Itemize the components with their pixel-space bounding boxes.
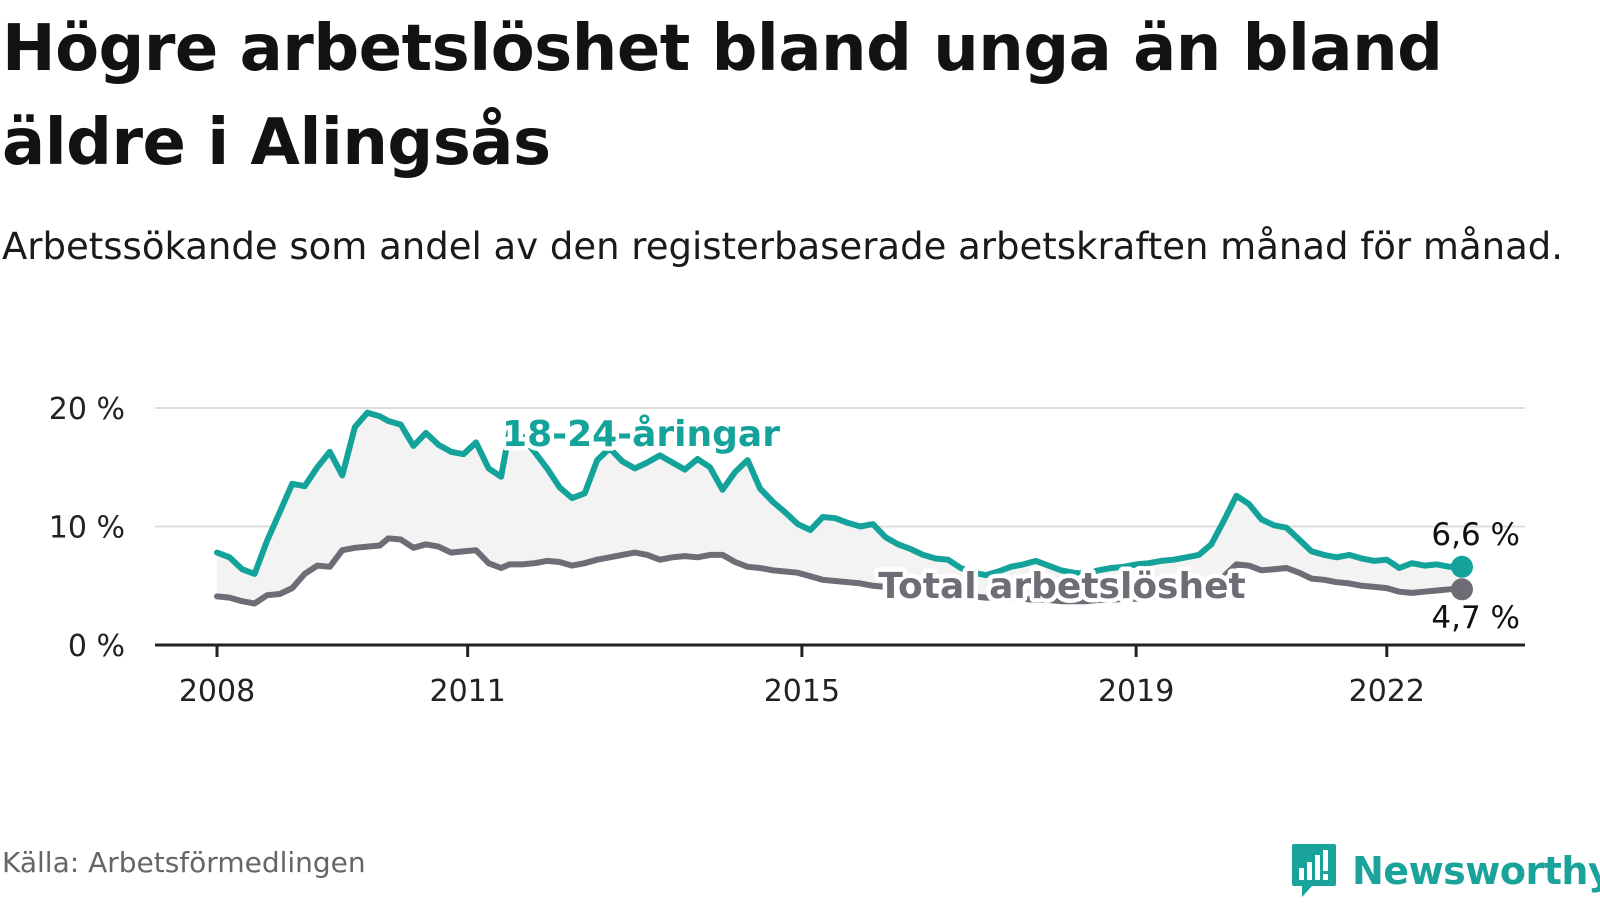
end-dot-total bbox=[1451, 578, 1473, 601]
brand-name: Newsworthy bbox=[1352, 849, 1600, 893]
source-note: Källa: Arbetsförmedlingen bbox=[2, 846, 366, 879]
series-line-total bbox=[214, 535, 1465, 607]
newsworthy-chat-chart-icon bbox=[1292, 844, 1336, 897]
brand-logo: Newsworthy bbox=[1290, 836, 1600, 906]
end-value-18-24: 6,6 % bbox=[1431, 517, 1520, 553]
series-label-18-24: 18-24-åringar bbox=[502, 414, 780, 455]
x-axis: 2008 2011 2015 2019 2022 bbox=[155, 643, 1525, 709]
series-line-18-24 bbox=[214, 409, 1465, 579]
x-tick-label: 2019 bbox=[1098, 674, 1174, 709]
x-tick-label: 2015 bbox=[764, 674, 840, 709]
x-tick-label: 2011 bbox=[429, 674, 505, 709]
series-label-total: Total arbetslöshet bbox=[878, 566, 1246, 607]
x-tick-label: 2008 bbox=[179, 674, 255, 709]
y-tick-label: 0 % bbox=[68, 629, 125, 664]
y-tick-label: 10 % bbox=[49, 511, 125, 546]
chart-title: Högre arbetslöshet bland unga än bland ä… bbox=[2, 12, 1443, 180]
series-gap-area bbox=[217, 412, 1462, 604]
end-value-total: 4,7 % bbox=[1431, 600, 1520, 636]
x-tick-label: 2022 bbox=[1349, 674, 1425, 709]
chart-subtitle: Arbetssökande som andel av den registerb… bbox=[2, 225, 1563, 268]
y-tick-label: 20 % bbox=[49, 392, 125, 427]
end-dot-18-24 bbox=[1451, 555, 1473, 578]
